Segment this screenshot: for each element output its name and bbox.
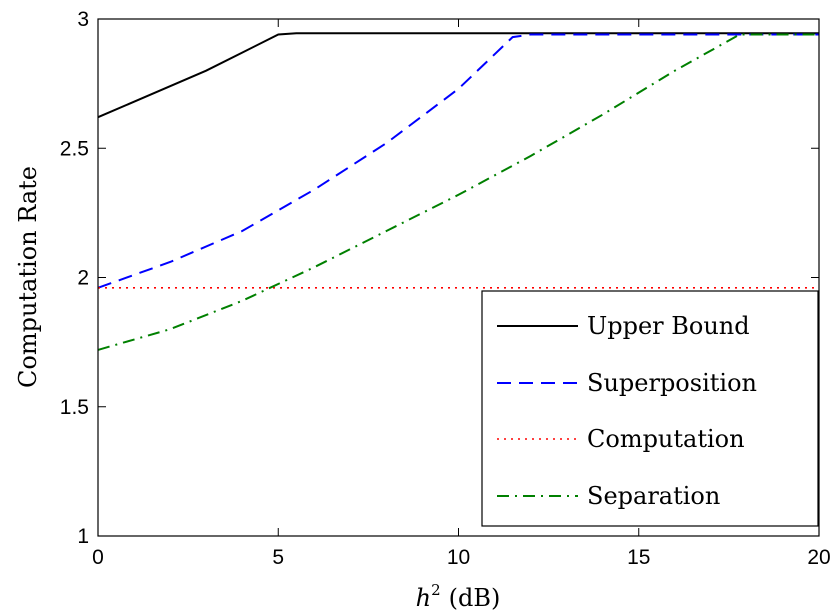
x-tick-label: 10	[447, 546, 470, 569]
x-tick-label: 15	[627, 546, 650, 569]
series-layer	[97, 32, 819, 351]
y-tick-label: 2	[77, 267, 89, 290]
x-axis-label-sup: 2	[431, 581, 441, 599]
x-axis-label: h2 (dB)	[416, 581, 501, 612]
x-axis-label-var: h	[416, 584, 431, 612]
series-line-upper-bound	[97, 32, 819, 119]
x-axis-label-unit: (dB)	[449, 584, 501, 612]
y-tick-label: 3	[77, 8, 89, 31]
x-tick-label: 20	[807, 546, 830, 569]
legend-label-separation: Separation	[587, 482, 720, 510]
legend-label-upper-bound: Upper Bound	[587, 312, 750, 340]
legend-label-computation: Computation	[587, 425, 745, 453]
x-tick-label: 5	[272, 546, 284, 569]
series-line-separation	[97, 33, 819, 351]
legend-entries: Upper Bound Superposition Computation Separ…	[497, 312, 757, 510]
tick-layer: 0 5 10 15 20 1 1.5 2 2.5 3	[60, 8, 831, 569]
legend: Upper Bound Superposition Computation Separ…	[481, 290, 819, 527]
x-tick-label: 0	[92, 546, 104, 569]
legend-box	[481, 290, 819, 527]
legend-label-superposition: Superposition	[587, 369, 757, 397]
y-tick-label: 2.5	[60, 137, 89, 160]
y-axis-label: Computation Rate	[14, 166, 42, 388]
y-tick-label: 1	[77, 525, 89, 548]
y-tick-label: 1.5	[60, 396, 89, 419]
